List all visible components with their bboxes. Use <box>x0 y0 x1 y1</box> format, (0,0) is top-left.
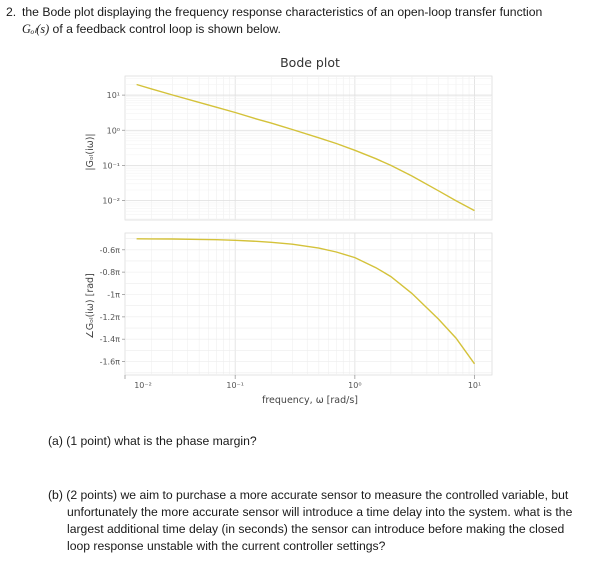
magnitude-frame <box>124 75 493 221</box>
magnitude-y-tick-label: 10⁰ <box>107 126 120 135</box>
phase-y-tick-label: -1.4π <box>100 335 121 344</box>
x-tick-label: 10⁻¹ <box>226 381 244 390</box>
part-a-text: what is the phase margin? <box>114 434 257 448</box>
question-number: 2. <box>6 5 17 19</box>
magnitude-y-tick-label: 10⁻¹ <box>102 161 120 170</box>
magnitude-y-label: |Gₒₗ(iω)| <box>85 133 96 170</box>
phase-y-tick-label: -0.8π <box>100 268 121 277</box>
phase-series-line <box>136 238 476 365</box>
part-a: (a) (1 point) what is the phase margin? <box>48 433 588 450</box>
magnitude-series-line <box>136 83 475 212</box>
transfer-function-symbol: Gₒₗ(s) <box>22 22 50 36</box>
question-line-2: of a feedback control loop is shown belo… <box>49 22 281 36</box>
chart-title: Bode plot <box>280 55 340 70</box>
part-a-label: (a) <box>48 434 63 448</box>
phase-y-tick-label: -1π <box>107 290 120 299</box>
part-b-points: (2 points) <box>66 488 118 502</box>
part-a-points: (1 point) <box>66 434 112 448</box>
phase-frame <box>124 232 493 376</box>
x-axis-label: frequency, ω [rad/s] <box>262 395 358 406</box>
question-line-1: the Bode plot displaying the frequency r… <box>22 5 543 19</box>
phase-y-tick-label: -1.6π <box>100 358 121 367</box>
part-b: (b) (2 points) we aim to purchase a more… <box>48 487 588 555</box>
x-tick-label: 10⁻² <box>134 381 152 390</box>
magnitude-y-tick-label: 10¹ <box>107 91 120 100</box>
phase-y-label: ∠Gₒₗ(iω) [rad] <box>85 273 96 339</box>
phase-panel: -0.6π -0.8π -1π -1.2π -1.4π -1.6π 10⁻² 10⁻¹ 10⁰ 1… <box>100 232 493 390</box>
phase-y-tick-label: -1.2π <box>100 313 121 322</box>
bode-plot: Bode plot 10¹ 10⁰ 10⁻¹ 10⁻² -0.6π -0.8π -1π -1… <box>85 55 493 406</box>
magnitude-y-tick-label: 10⁻² <box>102 197 120 206</box>
question-header: 2. the Bode plot displaying the frequency… <box>6 4 592 38</box>
x-tick-label: 10⁰ <box>348 381 361 390</box>
magnitude-panel: 10¹ 10⁰ 10⁻¹ 10⁻² <box>102 75 493 221</box>
phase-y-tick-label: -0.6π <box>100 246 121 255</box>
x-tick-label: 10¹ <box>468 381 481 390</box>
part-b-text: we aim to purchase a more accurate senso… <box>67 488 573 553</box>
part-b-label: (b) <box>48 488 63 502</box>
